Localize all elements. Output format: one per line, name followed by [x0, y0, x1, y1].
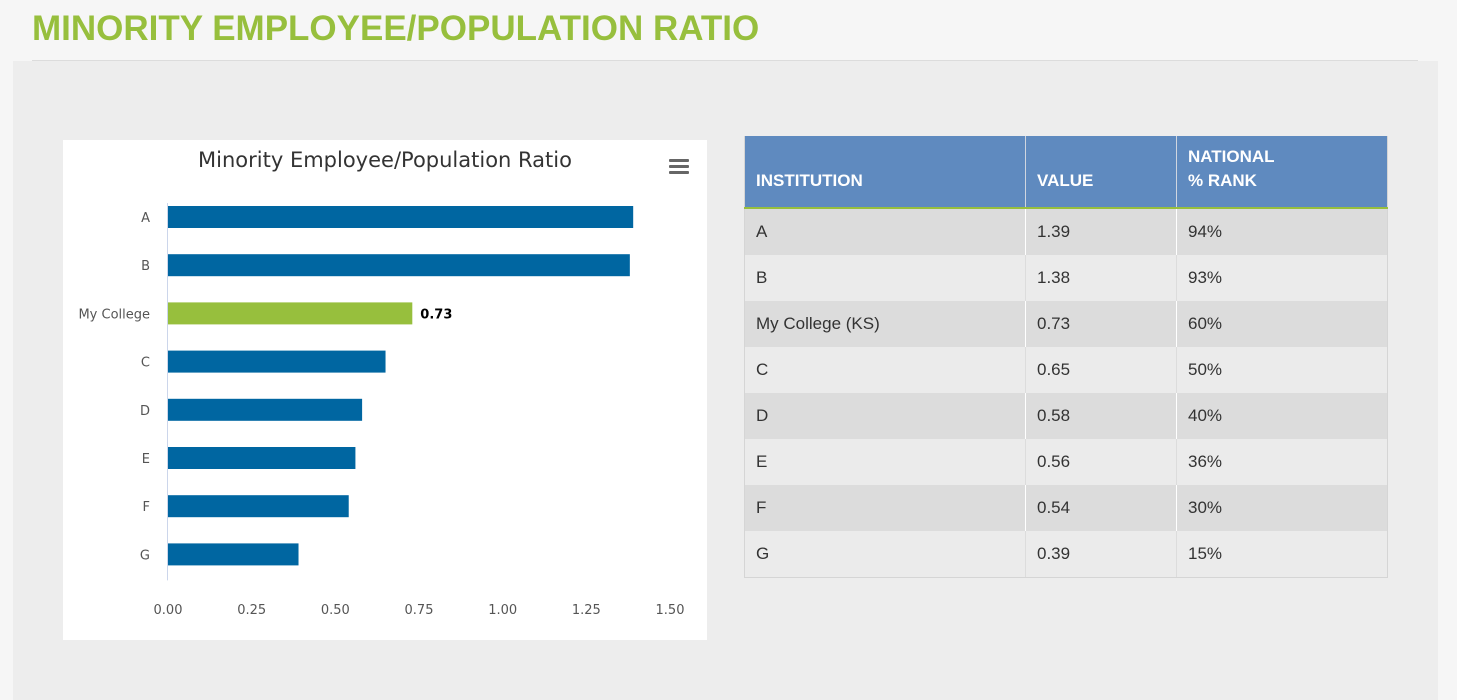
- cell-value: 0.56: [1025, 439, 1177, 485]
- cell-rank: 60%: [1176, 301, 1388, 347]
- table-row: D 0.58 40%: [744, 393, 1388, 439]
- table-row: C 0.65 50%: [744, 347, 1388, 393]
- table-row: A 1.39 94%: [744, 208, 1388, 255]
- cell-rank: 94%: [1176, 208, 1388, 255]
- table-header-row: INSTITUTION VALUE NATIONAL % RANK: [744, 136, 1388, 209]
- y-tick-label: E: [142, 452, 150, 467]
- rank-header-line2: % RANK: [1188, 171, 1257, 190]
- cell-institution: E: [744, 439, 1026, 485]
- bar-my-college[interactable]: [168, 302, 413, 325]
- y-tick-label: C: [141, 356, 150, 371]
- y-tick-label: G: [140, 548, 150, 563]
- chart-title: Minority Employee/Population Ratio: [198, 148, 572, 172]
- cell-institution: C: [744, 347, 1026, 393]
- cell-rank: 36%: [1176, 439, 1388, 485]
- cell-institution: A: [744, 208, 1026, 255]
- cell-rank: 30%: [1176, 485, 1388, 531]
- x-tick-label: 0.75: [405, 603, 434, 618]
- x-tick-label: 0.25: [237, 603, 266, 618]
- y-tick-label: B: [141, 259, 150, 274]
- cell-institution: D: [744, 393, 1026, 439]
- bar-f[interactable]: [168, 495, 349, 518]
- cell-value: 0.73: [1025, 301, 1177, 347]
- bar-chart: A B My College 0.73 C D E F G 0.00 0.25 0.50 0.75 1.0…: [78, 203, 685, 618]
- x-tick-label: 0.50: [321, 603, 350, 618]
- cell-rank: 15%: [1176, 531, 1388, 578]
- x-tick-label: 1.25: [572, 603, 601, 618]
- institution-table: INSTITUTION VALUE NATIONAL % RANK A 1.39 9…: [744, 136, 1388, 578]
- cell-rank: 50%: [1176, 347, 1388, 393]
- table-row: G 0.39 15%: [744, 531, 1388, 578]
- y-tick-label: F: [143, 500, 150, 515]
- table-row: E 0.56 36%: [744, 439, 1388, 485]
- title-divider: [32, 60, 1418, 61]
- table-row: B 1.38 93%: [744, 255, 1388, 301]
- cell-value: 0.54: [1025, 485, 1177, 531]
- chart-card: A B My College 0.73 C D E F G 0.00 0.25 0.50 0.75 1.0…: [63, 140, 707, 640]
- data-label-highlight: 0.73: [420, 307, 452, 322]
- table-row: My College (KS) 0.73 60%: [744, 301, 1388, 347]
- page-title: MINORITY EMPLOYEE/POPULATION RATIO: [32, 9, 760, 48]
- y-tick-label: D: [140, 404, 150, 419]
- cell-value: 0.39: [1025, 531, 1177, 578]
- x-tick-label: 0.00: [154, 603, 183, 618]
- bar-a[interactable]: [168, 206, 634, 228]
- cell-value: 1.38: [1025, 255, 1177, 301]
- bar-d[interactable]: [168, 398, 363, 421]
- cell-rank: 93%: [1176, 255, 1388, 301]
- column-header-institution[interactable]: INSTITUTION: [744, 136, 1026, 209]
- hamburger-menu-icon[interactable]: [668, 157, 690, 175]
- cell-rank: 40%: [1176, 393, 1388, 439]
- bar-e[interactable]: [168, 447, 356, 469]
- column-header-value[interactable]: VALUE: [1025, 136, 1177, 209]
- cell-value: 0.58: [1025, 393, 1177, 439]
- bar-b[interactable]: [168, 254, 630, 277]
- cell-institution: G: [744, 531, 1026, 578]
- cell-institution: B: [744, 255, 1026, 301]
- column-header-national-rank[interactable]: NATIONAL % RANK: [1176, 136, 1388, 209]
- cell-value: 1.39: [1025, 208, 1177, 255]
- rank-header-line1: NATIONAL: [1188, 147, 1275, 166]
- x-tick-label: 1.00: [488, 603, 517, 618]
- bar-c[interactable]: [168, 350, 386, 373]
- x-tick-label: 1.50: [656, 603, 685, 618]
- table-row: F 0.54 30%: [744, 485, 1388, 531]
- cell-institution: My College (KS): [744, 301, 1026, 347]
- y-tick-label: A: [141, 211, 150, 226]
- cell-value: 0.65: [1025, 347, 1177, 393]
- bar-g[interactable]: [168, 543, 299, 566]
- y-tick-label: My College: [78, 307, 150, 322]
- cell-institution: F: [744, 485, 1026, 531]
